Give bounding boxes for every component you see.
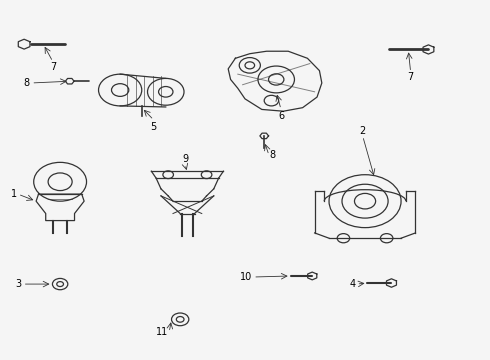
Text: 7: 7 [408,72,414,82]
Text: 6: 6 [278,111,284,121]
Text: 5: 5 [150,122,157,132]
Text: 11: 11 [156,327,168,337]
Text: 9: 9 [182,154,188,164]
Text: 2: 2 [360,126,366,136]
Text: 3: 3 [16,279,22,289]
Text: 1: 1 [11,189,17,199]
Text: 7: 7 [50,62,56,72]
Text: 8: 8 [24,78,29,88]
Text: 10: 10 [240,272,252,282]
Text: 4: 4 [349,279,355,289]
Text: 8: 8 [269,150,275,160]
